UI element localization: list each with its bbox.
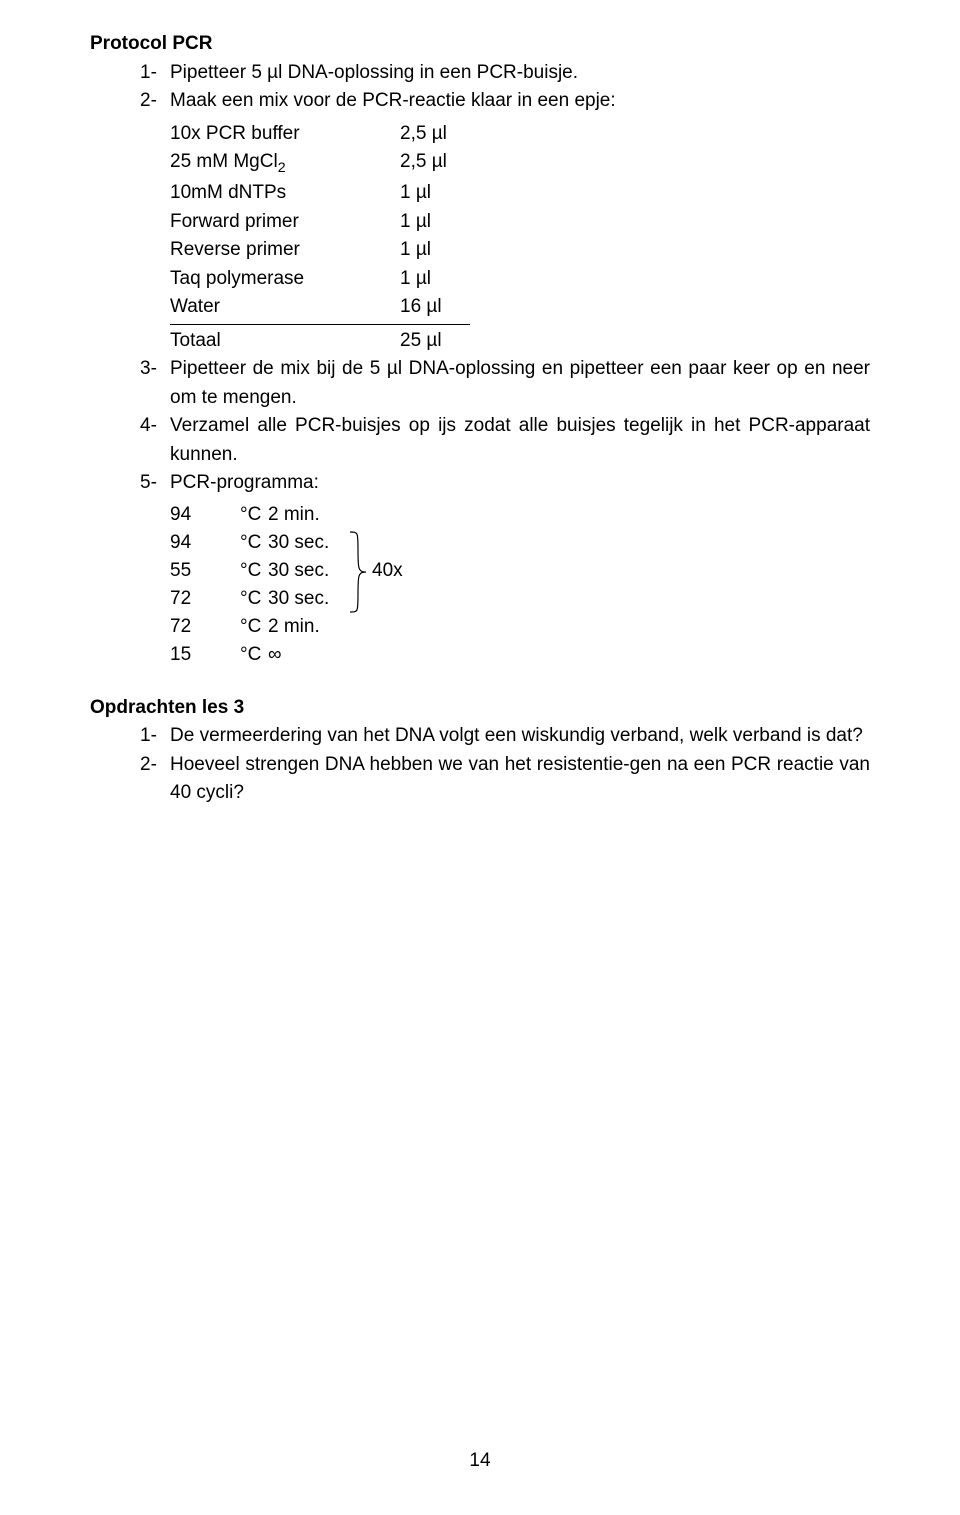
list-item: 4- Verzamel alle PCR-buisjes op ijs zoda…	[90, 412, 870, 469]
mix-label-pre: 25 mM MgCl	[170, 151, 278, 172]
mix-label: Water	[170, 293, 400, 322]
item-number: 2-	[90, 751, 170, 780]
pcr-temp: 72	[170, 613, 240, 642]
pcr-row: 55 °C 30 sec. 40x	[170, 558, 870, 586]
item-text: PCR-programma: 94 °C 2 min. 94 °C 30 sec…	[170, 469, 870, 670]
pcr-time: 30 sec.	[268, 585, 348, 614]
item-text-span: Maak een mix voor de PCR-reactie klaar i…	[170, 90, 616, 111]
pcr-time: 30 sec.	[268, 529, 348, 558]
mix-label: 10mM dNTPs	[170, 179, 400, 208]
pcr-row: 94 °C 30 sec.	[170, 530, 870, 558]
section1-title: Protocol PCR	[90, 30, 870, 59]
item-text: Pipetteer de mix bij de 5 µl DNA-oplossi…	[170, 355, 870, 412]
pcr-program-table: 94 °C 2 min. 94 °C 30 sec. 55 °C 30 sec.	[170, 502, 870, 670]
mix-row: 25 mM MgCl2 2,5 µl	[170, 148, 870, 179]
item-number: 2-	[90, 87, 170, 116]
mix-row: Forward primer 1 µl	[170, 208, 870, 237]
pcr-temp: 55	[170, 557, 240, 586]
mix-total-label: Totaal	[170, 327, 400, 356]
mix-label: 25 mM MgCl2	[170, 148, 400, 179]
pcr-ext: 40x	[372, 557, 422, 586]
mix-label: 10x PCR buffer	[170, 120, 400, 149]
mix-row: 10mM dNTPs 1 µl	[170, 179, 870, 208]
pcr-temp: 94	[170, 501, 240, 530]
pcr-degree: °C	[240, 529, 268, 558]
list-item: 2- Maak een mix voor de PCR-reactie klaa…	[90, 87, 870, 355]
pcr-row: 72 °C 30 sec.	[170, 586, 870, 614]
pcr-row: 15 °C ∞	[170, 642, 870, 670]
mix-value: 1 µl	[400, 208, 470, 237]
pcr-time: 2 min.	[268, 613, 348, 642]
item-text-span: PCR-programma:	[170, 472, 319, 493]
pcr-temp: 72	[170, 585, 240, 614]
pcr-time: 30 sec.	[268, 557, 348, 586]
page-number: 14	[0, 1447, 960, 1476]
mix-total-value: 25 µl	[400, 327, 470, 356]
list-item: 2- Hoeveel strengen DNA hebben we van he…	[90, 751, 870, 808]
pcr-degree: °C	[240, 585, 268, 614]
item-number: 3-	[90, 355, 170, 384]
mix-label-sub: 2	[278, 160, 286, 176]
pcr-temp: 94	[170, 529, 240, 558]
item-text: Maak een mix voor de PCR-reactie klaar i…	[170, 87, 870, 355]
pcr-temp: 15	[170, 641, 240, 670]
mix-total-row: Totaal 25 µl	[170, 327, 870, 356]
mix-row: Water 16 µl	[170, 293, 870, 322]
item-number: 5-	[90, 469, 170, 498]
item-number: 1-	[90, 722, 170, 751]
item-number: 4-	[90, 412, 170, 441]
mix-value: 1 µl	[400, 265, 470, 294]
pcr-time: 2 min.	[268, 501, 348, 530]
mix-label: Taq polymerase	[170, 265, 400, 294]
item-text: Pipetteer 5 µl DNA-oplossing in een PCR-…	[170, 59, 870, 88]
list-item: 5- PCR-programma: 94 °C 2 min. 94 °C 30 …	[90, 469, 870, 670]
mix-divider	[170, 324, 470, 325]
pcr-degree: °C	[240, 613, 268, 642]
mix-value: 1 µl	[400, 236, 470, 265]
mix-value: 2,5 µl	[400, 148, 470, 179]
mix-row: Taq polymerase 1 µl	[170, 265, 870, 294]
mix-value: 1 µl	[400, 179, 470, 208]
pcr-row: 72 °C 2 min.	[170, 614, 870, 642]
pcr-time: ∞	[268, 641, 348, 670]
item-text: Verzamel alle PCR-buisjes op ijs zodat a…	[170, 412, 870, 469]
mix-value: 16 µl	[400, 293, 470, 322]
list-item: 3- Pipetteer de mix bij de 5 µl DNA-oplo…	[90, 355, 870, 412]
mix-value: 2,5 µl	[400, 120, 470, 149]
mix-row: Reverse primer 1 µl	[170, 236, 870, 265]
list-item: 1- Pipetteer 5 µl DNA-oplossing in een P…	[90, 59, 870, 88]
mix-row: 10x PCR buffer 2,5 µl	[170, 120, 870, 149]
list-item: 1- De vermeerdering van het DNA volgt ee…	[90, 722, 870, 751]
pcr-degree: °C	[240, 641, 268, 670]
item-number: 1-	[90, 59, 170, 88]
pcr-degree: °C	[240, 557, 268, 586]
pcr-row: 94 °C 2 min.	[170, 502, 870, 530]
item-text: De vermeerdering van het DNA volgt een w…	[170, 722, 870, 751]
page: Protocol PCR 1- Pipetteer 5 µl DNA-oplos…	[0, 0, 960, 1515]
pcr-degree: °C	[240, 501, 268, 530]
mix-table: 10x PCR buffer 2,5 µl 25 mM MgCl2 2,5 µl…	[170, 120, 870, 356]
mix-label: Reverse primer	[170, 236, 400, 265]
item-text: Hoeveel strengen DNA hebben we van het r…	[170, 751, 870, 808]
mix-label: Forward primer	[170, 208, 400, 237]
section2-title: Opdrachten les 3	[90, 694, 870, 723]
